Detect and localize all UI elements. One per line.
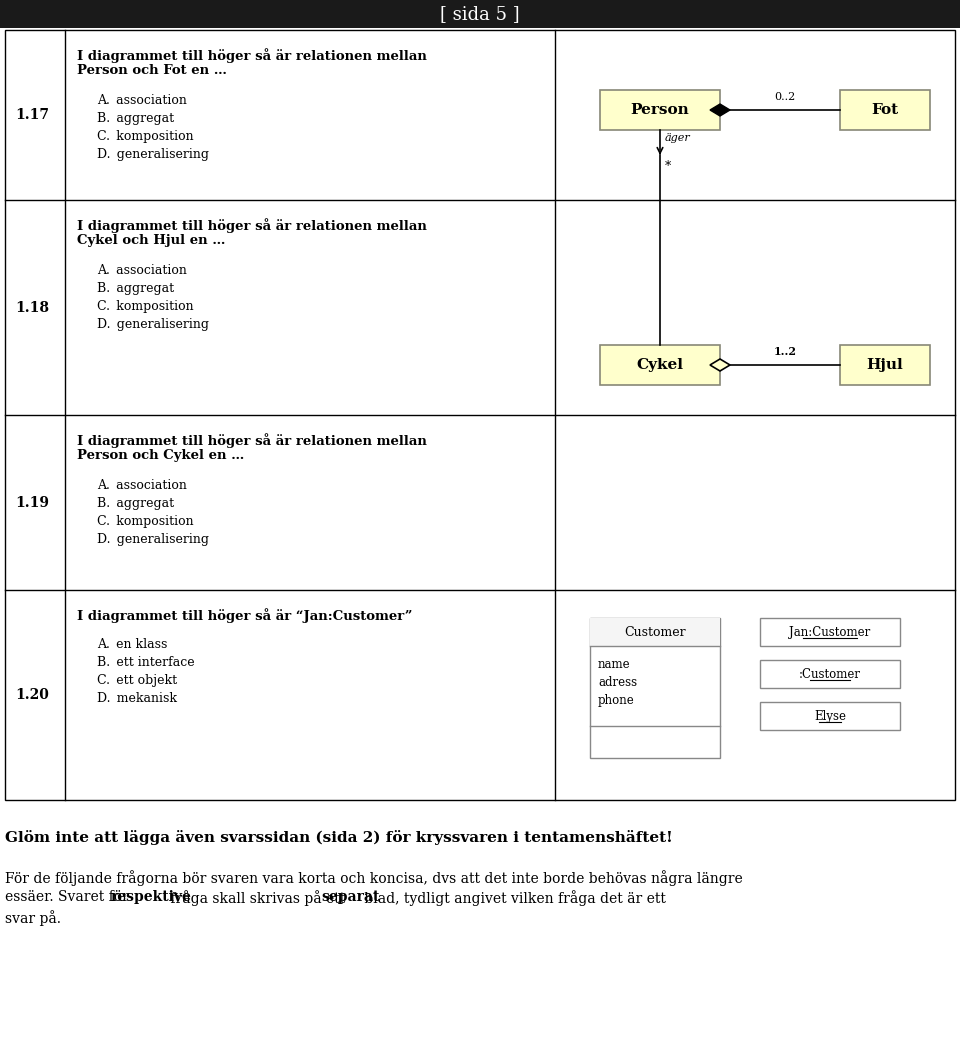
Text: phone: phone	[598, 694, 635, 707]
Text: D. generalisering: D. generalisering	[97, 318, 209, 331]
Text: 1..2: 1..2	[774, 346, 797, 357]
Text: separat: separat	[322, 890, 380, 904]
Text: adress: adress	[598, 676, 637, 689]
Text: [ sida 5 ]: [ sida 5 ]	[441, 5, 519, 23]
Text: A. association: A. association	[97, 264, 187, 277]
Text: Elyse: Elyse	[814, 710, 846, 722]
Text: Jan:Customer: Jan:Customer	[789, 626, 871, 638]
Text: 1.18: 1.18	[15, 301, 50, 315]
Text: Person och Fot en …: Person och Fot en …	[77, 64, 227, 77]
Text: svar på.: svar på.	[5, 910, 61, 926]
Text: I diagrammet till höger så är relationen mellan: I diagrammet till höger så är relationen…	[77, 48, 427, 63]
Text: B. aggregat: B. aggregat	[97, 497, 174, 510]
Text: äger: äger	[665, 133, 691, 143]
FancyBboxPatch shape	[5, 30, 955, 800]
Text: D. mekanisk: D. mekanisk	[97, 692, 177, 705]
Text: 1.20: 1.20	[15, 688, 49, 702]
Text: Customer: Customer	[624, 626, 685, 638]
Text: Person och Cykel en …: Person och Cykel en …	[77, 449, 245, 462]
Text: A. association: A. association	[97, 479, 187, 492]
Text: B. aggregat: B. aggregat	[97, 282, 174, 295]
Text: B. aggregat: B. aggregat	[97, 112, 174, 125]
Text: name: name	[598, 658, 631, 671]
FancyBboxPatch shape	[840, 345, 930, 385]
Text: B. ett interface: B. ett interface	[97, 656, 195, 669]
Text: För de följande frågorna bör svaren vara korta och koncisa, dvs att det inte bor: För de följande frågorna bör svaren vara…	[5, 870, 743, 886]
Text: 0..2: 0..2	[775, 92, 796, 102]
FancyBboxPatch shape	[760, 618, 900, 646]
Text: Cykel och Hjul en …: Cykel och Hjul en …	[77, 234, 226, 247]
Text: C. komposition: C. komposition	[97, 130, 194, 143]
Text: I diagrammet till höger så är “Jan:Customer”: I diagrammet till höger så är “Jan:Custo…	[77, 608, 413, 623]
Text: blad, tydligt angivet vilken fråga det är ett: blad, tydligt angivet vilken fråga det ä…	[360, 890, 666, 906]
Polygon shape	[710, 359, 730, 371]
Text: I diagrammet till höger så är relationen mellan: I diagrammet till höger så är relationen…	[77, 218, 427, 233]
FancyBboxPatch shape	[760, 660, 900, 688]
Text: 1.19: 1.19	[15, 495, 50, 510]
Text: A. en klass: A. en klass	[97, 638, 167, 651]
FancyBboxPatch shape	[760, 702, 900, 730]
Text: Cykel: Cykel	[636, 358, 684, 372]
Text: Hjul: Hjul	[867, 358, 903, 372]
Text: fråga skall skrivas på ett: fråga skall skrivas på ett	[166, 890, 349, 906]
Text: C. ett objekt: C. ett objekt	[97, 674, 178, 687]
FancyBboxPatch shape	[590, 618, 720, 646]
Text: Glöm inte att lägga även svarssidan (sida 2) för kryssvaren i tentamenshäftet!: Glöm inte att lägga även svarssidan (sid…	[5, 830, 673, 845]
Text: 1.17: 1.17	[15, 108, 50, 122]
Text: C. komposition: C. komposition	[97, 515, 194, 528]
Text: *: *	[665, 160, 671, 173]
Text: I diagrammet till höger så är relationen mellan: I diagrammet till höger så är relationen…	[77, 433, 427, 448]
FancyBboxPatch shape	[840, 90, 930, 130]
Text: Fot: Fot	[872, 103, 899, 117]
FancyBboxPatch shape	[600, 345, 720, 385]
FancyBboxPatch shape	[600, 90, 720, 130]
Text: C. komposition: C. komposition	[97, 300, 194, 314]
FancyBboxPatch shape	[0, 0, 960, 28]
Text: D. generalisering: D. generalisering	[97, 533, 209, 545]
Text: essäer. Svaret för: essäer. Svaret för	[5, 890, 133, 904]
Text: respektive: respektive	[110, 890, 191, 904]
Text: D. generalisering: D. generalisering	[97, 148, 209, 161]
Text: Person: Person	[631, 103, 689, 117]
FancyBboxPatch shape	[590, 618, 720, 758]
Polygon shape	[710, 104, 730, 116]
Text: A. association: A. association	[97, 94, 187, 107]
Text: :Customer: :Customer	[799, 668, 861, 680]
